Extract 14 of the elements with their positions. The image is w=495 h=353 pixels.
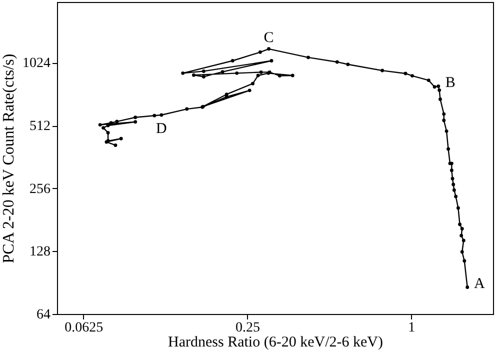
y-tick-label: 512 bbox=[30, 119, 50, 134]
y-axis-title: PCA 2-20 keV Count Rate(cts/s) bbox=[0, 54, 18, 264]
x-tick-label: 0.0625 bbox=[64, 320, 104, 336]
x-axis-title: Hardness Ratio (6-20 keV/2-6 keV) bbox=[168, 334, 383, 350]
y-tick-label: 1024 bbox=[22, 56, 50, 72]
y-tick-label: 256 bbox=[30, 182, 50, 197]
x-tick-label: 1 bbox=[408, 320, 416, 336]
x-tick-label: 0.25 bbox=[235, 320, 260, 336]
annotation: B bbox=[445, 75, 456, 92]
annotation: A bbox=[474, 276, 485, 292]
y-tick-label: 128 bbox=[30, 244, 50, 260]
annotation: C bbox=[264, 30, 274, 46]
annotation: D bbox=[156, 120, 168, 137]
y-tick-label: 64 bbox=[36, 308, 50, 322]
